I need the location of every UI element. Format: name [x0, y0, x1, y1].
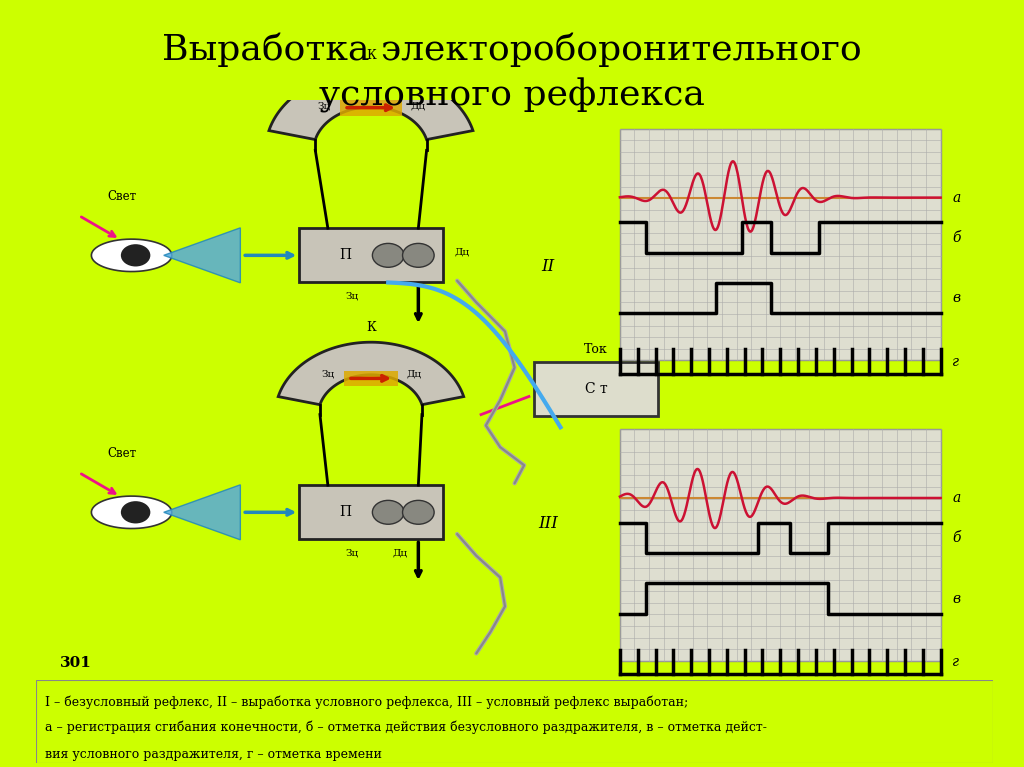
- Text: I – безусловный рефлекс, II – выработка условного рефлекса, III – условный рефле: I – безусловный рефлекс, II – выработка …: [45, 695, 689, 709]
- Text: а – регистрация сгибания конечности, б – отметка действия безусловного раздражит: а – регистрация сгибания конечности, б –…: [45, 720, 767, 733]
- Text: К: К: [366, 321, 376, 334]
- Bar: [299, 229, 442, 282]
- Text: Зц: Зц: [345, 291, 358, 300]
- Text: П: П: [339, 505, 351, 519]
- Text: г: г: [952, 655, 959, 669]
- Text: а: а: [952, 191, 961, 205]
- Circle shape: [121, 501, 151, 523]
- Text: П: П: [339, 249, 351, 262]
- Bar: [620, 129, 941, 360]
- Text: в: в: [952, 591, 961, 606]
- Circle shape: [402, 243, 434, 267]
- Polygon shape: [91, 496, 172, 528]
- Text: в: в: [952, 291, 961, 305]
- Text: вия условного раздражителя, г – отметка времени: вия условного раздражителя, г – отметка …: [45, 749, 382, 762]
- Text: условного рефлекса: условного рефлекса: [319, 78, 705, 114]
- Text: С т: С т: [585, 382, 607, 397]
- Text: III: III: [539, 515, 558, 532]
- Circle shape: [373, 243, 404, 267]
- Polygon shape: [164, 485, 241, 540]
- Text: Зц: Зц: [345, 548, 358, 557]
- Polygon shape: [91, 239, 172, 272]
- Text: Свет: Свет: [108, 447, 136, 460]
- Text: а: а: [952, 491, 961, 505]
- Bar: [340, 100, 401, 116]
- Bar: [534, 362, 658, 416]
- Text: Зц: Зц: [322, 370, 335, 379]
- Circle shape: [402, 500, 434, 525]
- Text: 301: 301: [59, 656, 92, 670]
- Text: Свет: Свет: [108, 190, 136, 203]
- Polygon shape: [279, 342, 464, 405]
- Text: Дц: Дц: [392, 548, 408, 557]
- Text: Дц: Дц: [455, 247, 469, 256]
- Bar: [620, 429, 941, 660]
- Bar: [344, 371, 397, 386]
- Text: Дц: Дц: [411, 101, 426, 110]
- Text: г: г: [952, 354, 959, 369]
- Circle shape: [121, 244, 151, 266]
- Text: Выработка электороборонительного: Выработка электороборонительного: [162, 33, 862, 67]
- Text: б: б: [952, 231, 961, 245]
- Text: б: б: [952, 531, 961, 545]
- Text: К: К: [366, 49, 376, 62]
- Text: II: II: [542, 258, 555, 275]
- Text: Ток: Ток: [584, 344, 608, 357]
- Polygon shape: [269, 71, 473, 140]
- Text: Зц: Зц: [317, 101, 331, 110]
- Circle shape: [373, 500, 404, 525]
- Bar: [299, 486, 442, 539]
- Text: Дц: Дц: [407, 370, 422, 379]
- Polygon shape: [164, 228, 241, 283]
